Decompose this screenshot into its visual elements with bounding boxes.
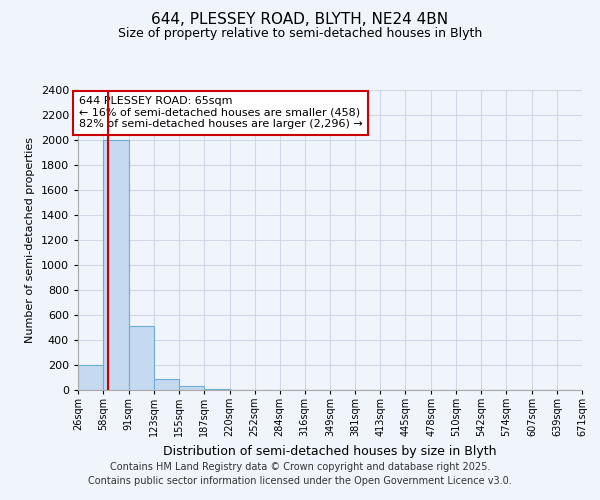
Bar — [179, 386, 204, 390]
Text: Contains public sector information licensed under the Open Government Licence v3: Contains public sector information licen… — [88, 476, 512, 486]
Bar — [103, 140, 129, 390]
Text: 644 PLESSEY ROAD: 65sqm
← 16% of semi-detached houses are smaller (458)
82% of s: 644 PLESSEY ROAD: 65sqm ← 16% of semi-de… — [79, 96, 362, 130]
Text: 644, PLESSEY ROAD, BLYTH, NE24 4BN: 644, PLESSEY ROAD, BLYTH, NE24 4BN — [151, 12, 449, 28]
Text: Contains HM Land Registry data © Crown copyright and database right 2025.: Contains HM Land Registry data © Crown c… — [110, 462, 490, 472]
Bar — [129, 326, 154, 390]
Bar — [154, 380, 179, 390]
X-axis label: Distribution of semi-detached houses by size in Blyth: Distribution of semi-detached houses by … — [163, 445, 497, 458]
Bar — [78, 365, 103, 390]
Text: Size of property relative to semi-detached houses in Blyth: Size of property relative to semi-detach… — [118, 28, 482, 40]
Y-axis label: Number of semi-detached properties: Number of semi-detached properties — [25, 137, 35, 343]
